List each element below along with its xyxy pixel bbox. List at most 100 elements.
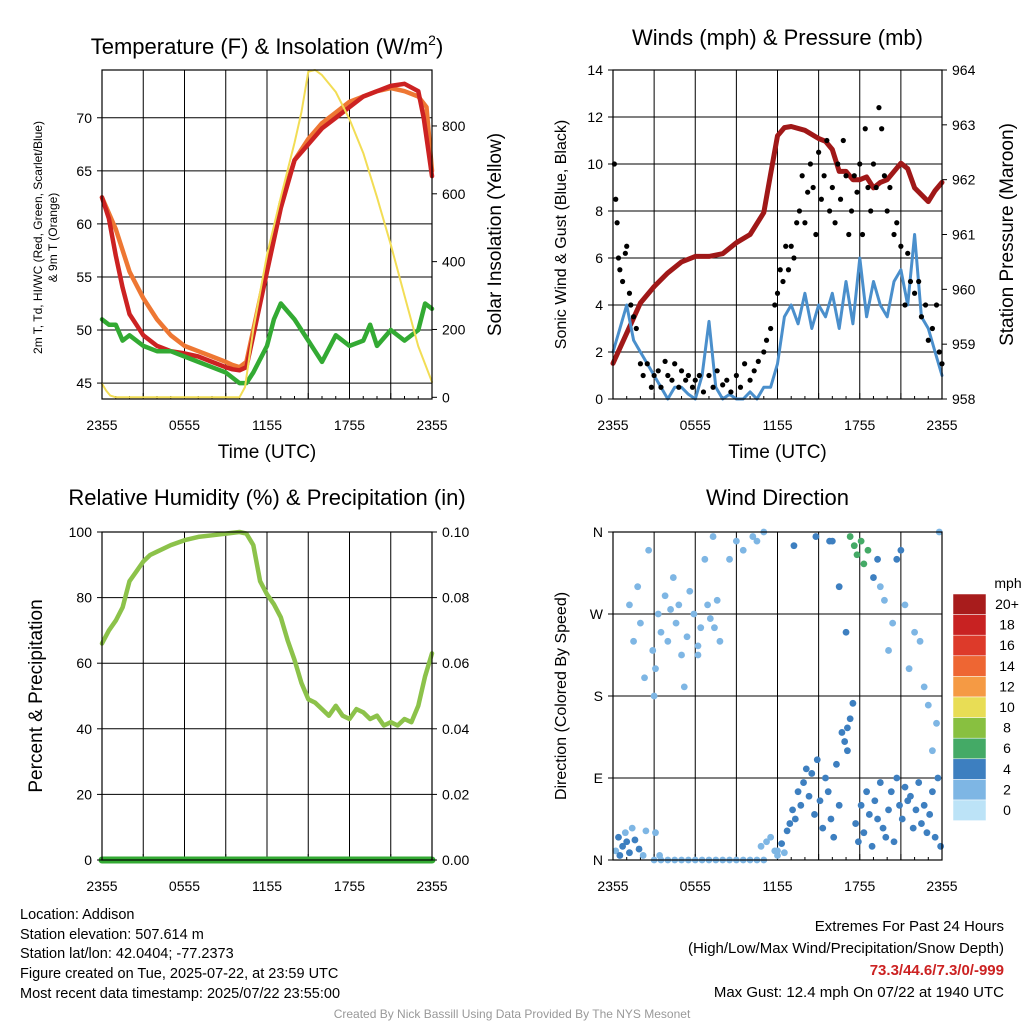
y-tick-label: 60: [76, 655, 92, 671]
y2-axis-label: Station Pressure (Maroon): [997, 123, 1018, 346]
title-superscript: 2: [428, 32, 436, 48]
direction-point: [876, 779, 884, 786]
gust-point: [763, 337, 770, 343]
gust-point: [622, 250, 628, 256]
direction-point: [778, 840, 786, 847]
x-tick-label: 0555: [680, 878, 711, 894]
direction-point: [767, 833, 775, 841]
gust-point: [894, 220, 900, 226]
gust-point: [807, 161, 814, 167]
title-text-end: ): [436, 34, 443, 59]
y-axis-label-line2: & 9m T (Orange): [46, 193, 60, 283]
direction-point: [639, 852, 647, 859]
gust-point: [916, 278, 922, 285]
gust-point: [821, 173, 827, 179]
y2-tick-label: 0.10: [442, 524, 469, 540]
direction-point: [709, 533, 717, 540]
direction-point: [654, 610, 662, 618]
gust-point: [898, 243, 904, 249]
gust-point: [905, 250, 911, 256]
direction-point: [726, 555, 733, 563]
panel-title: Wind Direction: [706, 485, 849, 510]
y-tick-label: 12: [587, 109, 603, 125]
winds-pressure-panel: 2355 0555 1155 1755 2355 Winds (mph) & Pressu…: [553, 25, 1018, 463]
direction-point: [876, 583, 884, 591]
direction-point: [678, 651, 685, 659]
direction-point: [844, 747, 851, 755]
direction-point: [757, 842, 765, 850]
y-tick-label: W: [590, 606, 604, 622]
direction-point: [853, 551, 861, 559]
gust-point: [614, 220, 620, 226]
direction-point: [822, 774, 829, 782]
y-tick-label: N: [593, 524, 603, 540]
y-axis-label: 2m T, Td, HI/WC (Red, Green, Scarlet/Blu…: [31, 121, 45, 354]
gust-point: [865, 184, 871, 191]
gust-point: [796, 208, 803, 214]
y-axis-label: Sonic Wind & Gust (Blue, Black): [553, 120, 570, 349]
extremes-values: 73.3/44.6/7.3/0/-999: [869, 962, 1004, 979]
y-tick-label: 40: [76, 721, 92, 737]
direction-point: [694, 651, 702, 659]
gust-point: [891, 231, 897, 238]
gust-point: [633, 325, 639, 332]
pressure-line: [610, 124, 945, 366]
gust-point: [846, 231, 852, 238]
direction-point: [924, 701, 932, 709]
direction-point: [813, 756, 821, 764]
direction-point: [879, 824, 887, 832]
direction-point: [860, 829, 868, 837]
direction-point: [669, 574, 677, 581]
direction-point: [634, 583, 642, 591]
direction-point: [711, 624, 718, 632]
direction-point: [854, 838, 862, 846]
y-tick-label: 0: [595, 391, 603, 407]
gust-point: [655, 368, 661, 374]
gust-point: [672, 361, 678, 367]
y-tick-label: 50: [76, 322, 92, 338]
y2-tick-label: 0.04: [442, 721, 469, 737]
gust-point: [714, 368, 720, 374]
direction-point: [907, 792, 914, 800]
direction-point: [857, 801, 865, 809]
direction-point: [794, 788, 802, 796]
gust-point: [902, 302, 908, 308]
direction-point: [931, 833, 939, 841]
legend-swatch: [952, 737, 987, 760]
x-tick-label: 2355: [597, 417, 628, 433]
gust-point: [794, 220, 800, 226]
x-tick-label: 1155: [762, 417, 792, 433]
direction-point: [701, 555, 709, 563]
direction-point: [791, 815, 799, 823]
gust-point: [810, 184, 816, 191]
gust-point: [876, 105, 882, 111]
direction-point: [612, 847, 620, 855]
y-tick-label: E: [594, 770, 603, 786]
direction-point: [874, 555, 881, 563]
gust-point: [648, 384, 654, 390]
x-tick-label: 0555: [680, 417, 711, 433]
x-tick-label: 2355: [926, 878, 957, 894]
temperature-insolation-panel: 2355 0555 1155 1755 2355 Temperature (F) & In…: [31, 32, 506, 463]
panel-title: Relative Humidity (%) & Precipitation (i…: [68, 485, 465, 510]
rh-line: [99, 529, 435, 728]
y2-tick-label: 400: [442, 254, 466, 270]
direction-point: [683, 633, 691, 641]
gust-point: [706, 372, 712, 379]
direction-point: [697, 624, 705, 632]
direction-point: [649, 647, 657, 654]
direction-point: [896, 801, 903, 809]
direction-point: [835, 583, 843, 591]
gust-point: [791, 255, 797, 261]
y-tick-label: 45: [76, 375, 92, 391]
legend-swatch: [952, 634, 987, 657]
y-tick-label: 65: [76, 163, 92, 179]
gust-point: [696, 372, 702, 379]
direction-point: [912, 806, 920, 814]
legend-label: 6: [1003, 740, 1011, 756]
direction-point: [615, 833, 622, 841]
gust-point: [873, 184, 879, 191]
direction-point: [657, 628, 665, 636]
gust-point: [733, 372, 739, 379]
gust-point: [683, 377, 689, 383]
